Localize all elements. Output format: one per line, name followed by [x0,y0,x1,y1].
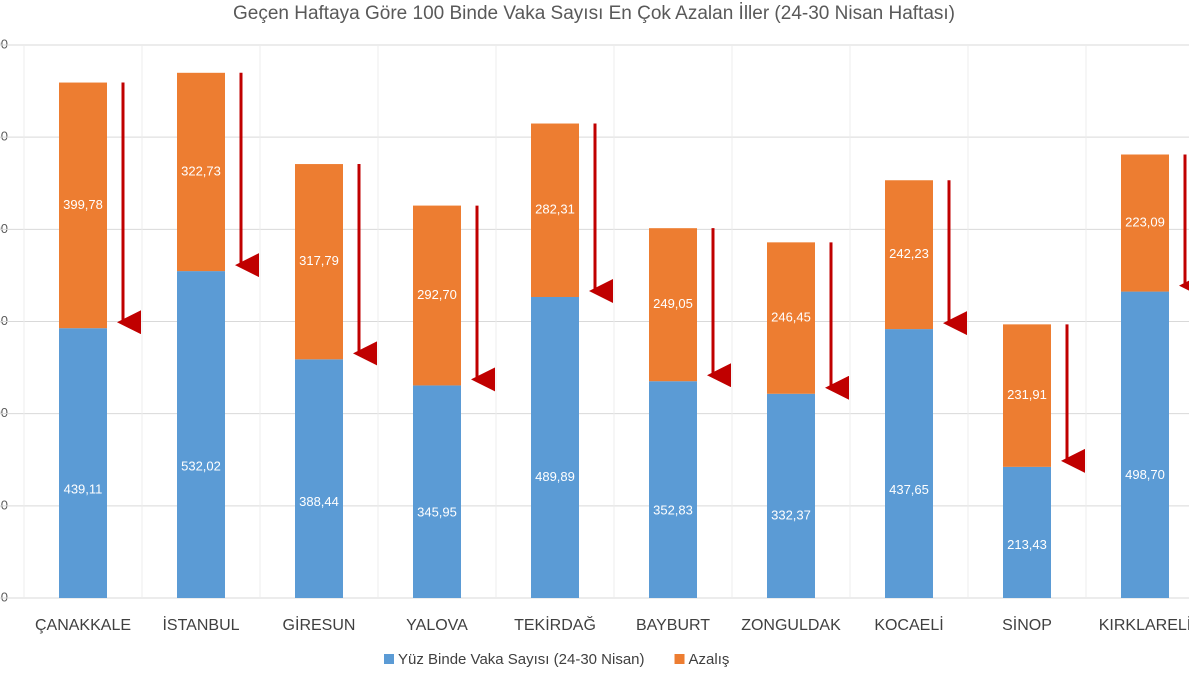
legend-label: Yüz Binde Vaka Sayısı (24-30 Nisan) [398,651,645,668]
legend-swatch [384,654,394,664]
bar-segment [295,164,343,360]
data-label: 322,73 [181,163,221,178]
bar-segment [295,359,343,598]
data-label: 437,65 [889,482,929,497]
y-tick-label: 0 [1,589,8,604]
y-tick-label: 900 [0,36,8,51]
bar-segment [1121,291,1169,598]
bar-segment [177,271,225,598]
x-tick-label: TEKİRDAĞ [514,615,596,634]
y-tick-label: 450 [0,313,8,328]
data-label: 292,70 [417,287,457,302]
bar-segment [413,385,461,598]
x-tick-label: SİNOP [1002,615,1052,634]
data-label: 489,89 [535,469,575,484]
y-tick-label: 300 [0,405,8,420]
data-label: 345,95 [417,504,457,519]
legend-label: Azalış [689,651,730,668]
data-label: 317,79 [299,253,339,268]
data-label: 223,09 [1125,214,1165,229]
data-label: 249,05 [653,296,693,311]
data-label: 242,23 [889,246,929,261]
data-label: 352,83 [653,503,693,518]
x-tick-label: KIRKLARELİ [1099,615,1189,634]
data-label: 231,91 [1007,387,1047,402]
data-label: 498,70 [1125,467,1165,482]
bar-segment [1121,154,1169,292]
data-label: 388,44 [299,494,339,509]
bar-segment [767,393,815,598]
bar-segment [177,72,225,272]
bar-segment [59,82,107,329]
x-tick-label: ZONGULDAK [741,617,841,634]
x-tick-label: İSTANBUL [162,615,239,634]
bar-segment [531,296,579,598]
y-tick-label: 750 [0,129,8,144]
x-tick-label: GİRESUN [283,615,356,634]
bar-segment [885,180,933,330]
bar-segment [59,328,107,598]
y-tick-label: 150 [0,497,8,512]
x-tick-label: BAYBURT [636,617,710,634]
data-label: 213,43 [1007,537,1047,552]
bar-segment [885,329,933,598]
data-label: 439,11 [64,482,103,497]
chart-title: Geçen Haftaya Göre 100 Binde Vaka Sayısı… [233,3,955,24]
bar-segment [649,381,697,598]
bar-segment [531,123,579,297]
bar-segment [649,228,697,382]
bar-segment [1003,466,1051,598]
bar-segment [1003,324,1051,467]
data-label: 332,37 [771,508,811,523]
data-label: 246,45 [771,309,811,324]
y-tick-label: 600 [0,221,8,236]
x-tick-label: KOCAELİ [874,615,943,634]
x-tick-label: YALOVA [406,617,468,634]
data-label: 532,02 [181,459,221,474]
bar-segment [413,205,461,386]
x-tick-label: ÇANAKKALE [35,617,131,634]
data-label: 399,78 [63,197,103,212]
bar-segment [767,242,815,394]
legend-swatch [674,654,685,664]
data-label: 282,31 [535,202,575,217]
